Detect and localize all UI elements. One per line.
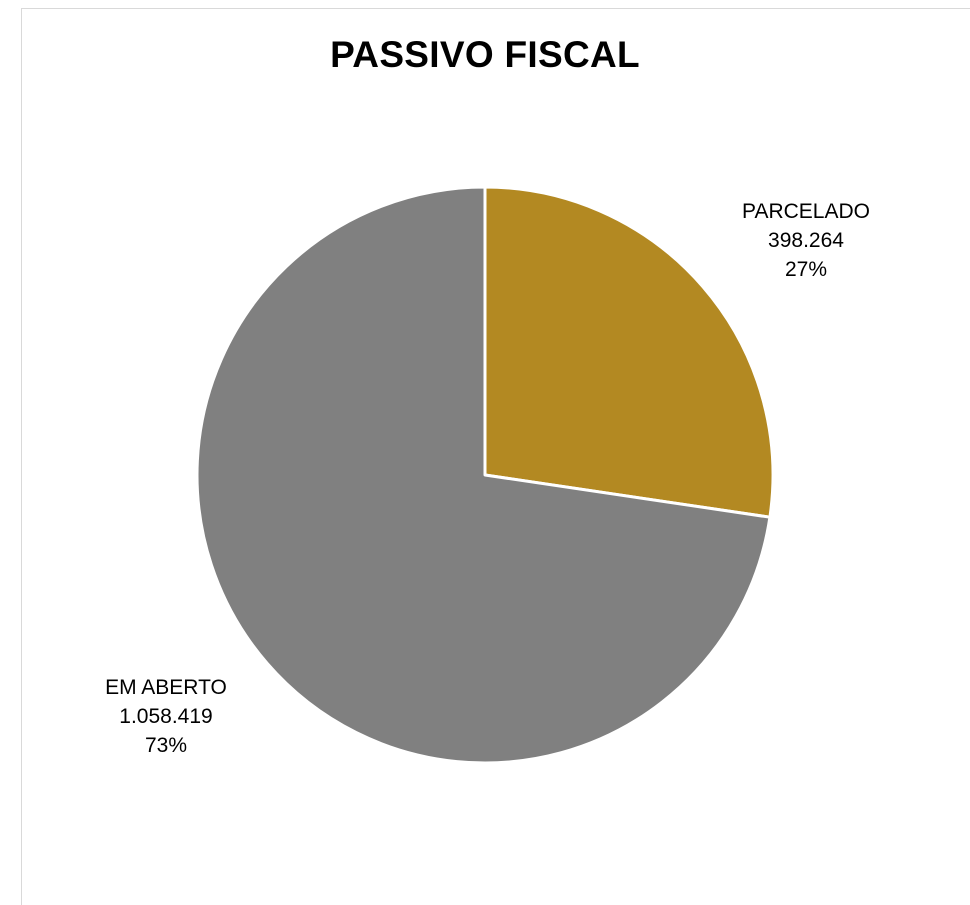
- pie-slice-parcelado: [483, 185, 775, 519]
- slice-label-em-aberto-value: 1.058.419: [119, 705, 212, 728]
- pie-slice-em-aberto: [195, 185, 772, 765]
- slice-label-em-aberto-name: EM ABERTO: [105, 676, 227, 699]
- pie-slices: [195, 185, 775, 765]
- slice-label-em-aberto-percent: 73%: [145, 734, 187, 757]
- chart-title: PASSIVO FISCAL: [330, 34, 640, 75]
- slice-label-parcelado-value: 398.264: [768, 229, 844, 252]
- slice-label-parcelado-name: PARCELADO: [742, 200, 870, 223]
- slice-label-parcelado-percent: 27%: [785, 258, 827, 281]
- pie-labels: PARCELADO 398.264 27% EM ABERTO 1.058.41…: [105, 200, 870, 757]
